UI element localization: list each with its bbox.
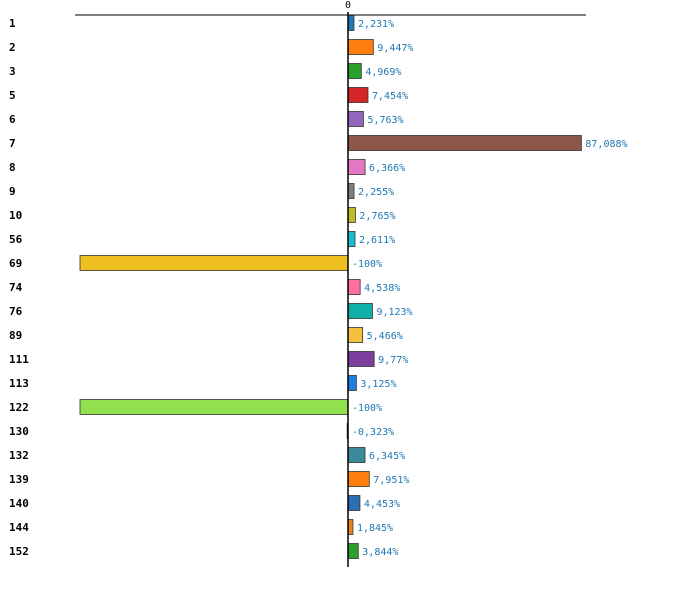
category-label: 7 — [9, 137, 16, 150]
bar-74 — [347, 279, 361, 295]
value-label: 4,538% — [364, 283, 400, 294]
bar-9 — [347, 183, 355, 199]
bar-10 — [347, 207, 356, 223]
bar-122 — [79, 399, 349, 415]
category-label: 132 — [9, 449, 29, 462]
value-label: 3,125% — [360, 379, 396, 390]
bar-5 — [347, 87, 369, 103]
category-label: 122 — [9, 401, 29, 414]
value-label: 9,77% — [378, 355, 408, 366]
category-label: 10 — [9, 209, 22, 222]
category-label: 6 — [9, 113, 16, 126]
value-label: 6,345% — [369, 451, 405, 462]
bar-56 — [347, 231, 356, 247]
bar-132 — [347, 447, 366, 463]
category-label: 113 — [9, 377, 29, 390]
value-label: 5,763% — [367, 115, 403, 126]
bar-152 — [347, 543, 359, 559]
value-label: 2,231% — [358, 19, 394, 30]
x-tick-label: 0 — [345, 0, 351, 11]
value-label: 6,366% — [369, 163, 405, 174]
category-label: 89 — [9, 329, 22, 342]
bar-140 — [347, 495, 361, 511]
chart-bars — [79, 15, 582, 559]
value-label: -100% — [352, 259, 382, 270]
value-label: 2,611% — [359, 235, 395, 246]
chart-axes: 0 — [75, 0, 586, 16]
value-label: -100% — [352, 403, 382, 414]
category-label: 8 — [9, 161, 16, 174]
bar-3 — [347, 63, 362, 79]
category-label: 56 — [9, 233, 23, 246]
value-label: 2,255% — [358, 187, 394, 198]
chart-labels: 1 2,231% 2 9,447% 3 4,969% 5 7,454% 6 5,763% 7 87,0… — [9, 17, 628, 558]
value-label: 3,844% — [362, 547, 398, 558]
category-label: 76 — [9, 305, 23, 318]
category-label: 144 — [9, 521, 29, 534]
category-label: 74 — [9, 281, 23, 294]
value-label: 7,454% — [372, 91, 408, 102]
bar-1 — [347, 15, 355, 31]
category-label: 1 — [9, 17, 16, 30]
category-label: 130 — [9, 425, 29, 438]
category-label: 5 — [9, 89, 16, 102]
bar-89 — [347, 327, 364, 343]
value-label: -0,323% — [352, 427, 394, 438]
value-label: 9,447% — [377, 43, 413, 54]
bar-2 — [347, 39, 374, 55]
value-label: 9,123% — [376, 307, 412, 318]
value-label: 2,765% — [359, 211, 395, 222]
bar-111 — [347, 351, 375, 367]
value-label: 1,845% — [357, 523, 393, 534]
category-label: 152 — [9, 545, 29, 558]
value-label: 5,466% — [367, 331, 403, 342]
category-label: 3 — [9, 65, 16, 78]
category-label: 9 — [9, 185, 16, 198]
bar-8 — [347, 159, 366, 175]
bar-69 — [79, 255, 349, 271]
bar-7 — [347, 135, 582, 151]
category-label: 69 — [9, 257, 22, 270]
value-label: 87,088% — [585, 139, 627, 150]
bar-76 — [347, 303, 373, 319]
category-label: 140 — [9, 497, 29, 510]
value-label: 4,453% — [364, 499, 400, 510]
bar-113 — [347, 375, 357, 391]
category-label: 139 — [9, 473, 29, 486]
value-label: 7,951% — [373, 475, 409, 486]
bar-139 — [347, 471, 370, 487]
category-label: 111 — [9, 353, 29, 366]
category-label: 2 — [9, 41, 16, 54]
value-label: 4,969% — [365, 67, 401, 78]
bar-6 — [347, 111, 364, 127]
